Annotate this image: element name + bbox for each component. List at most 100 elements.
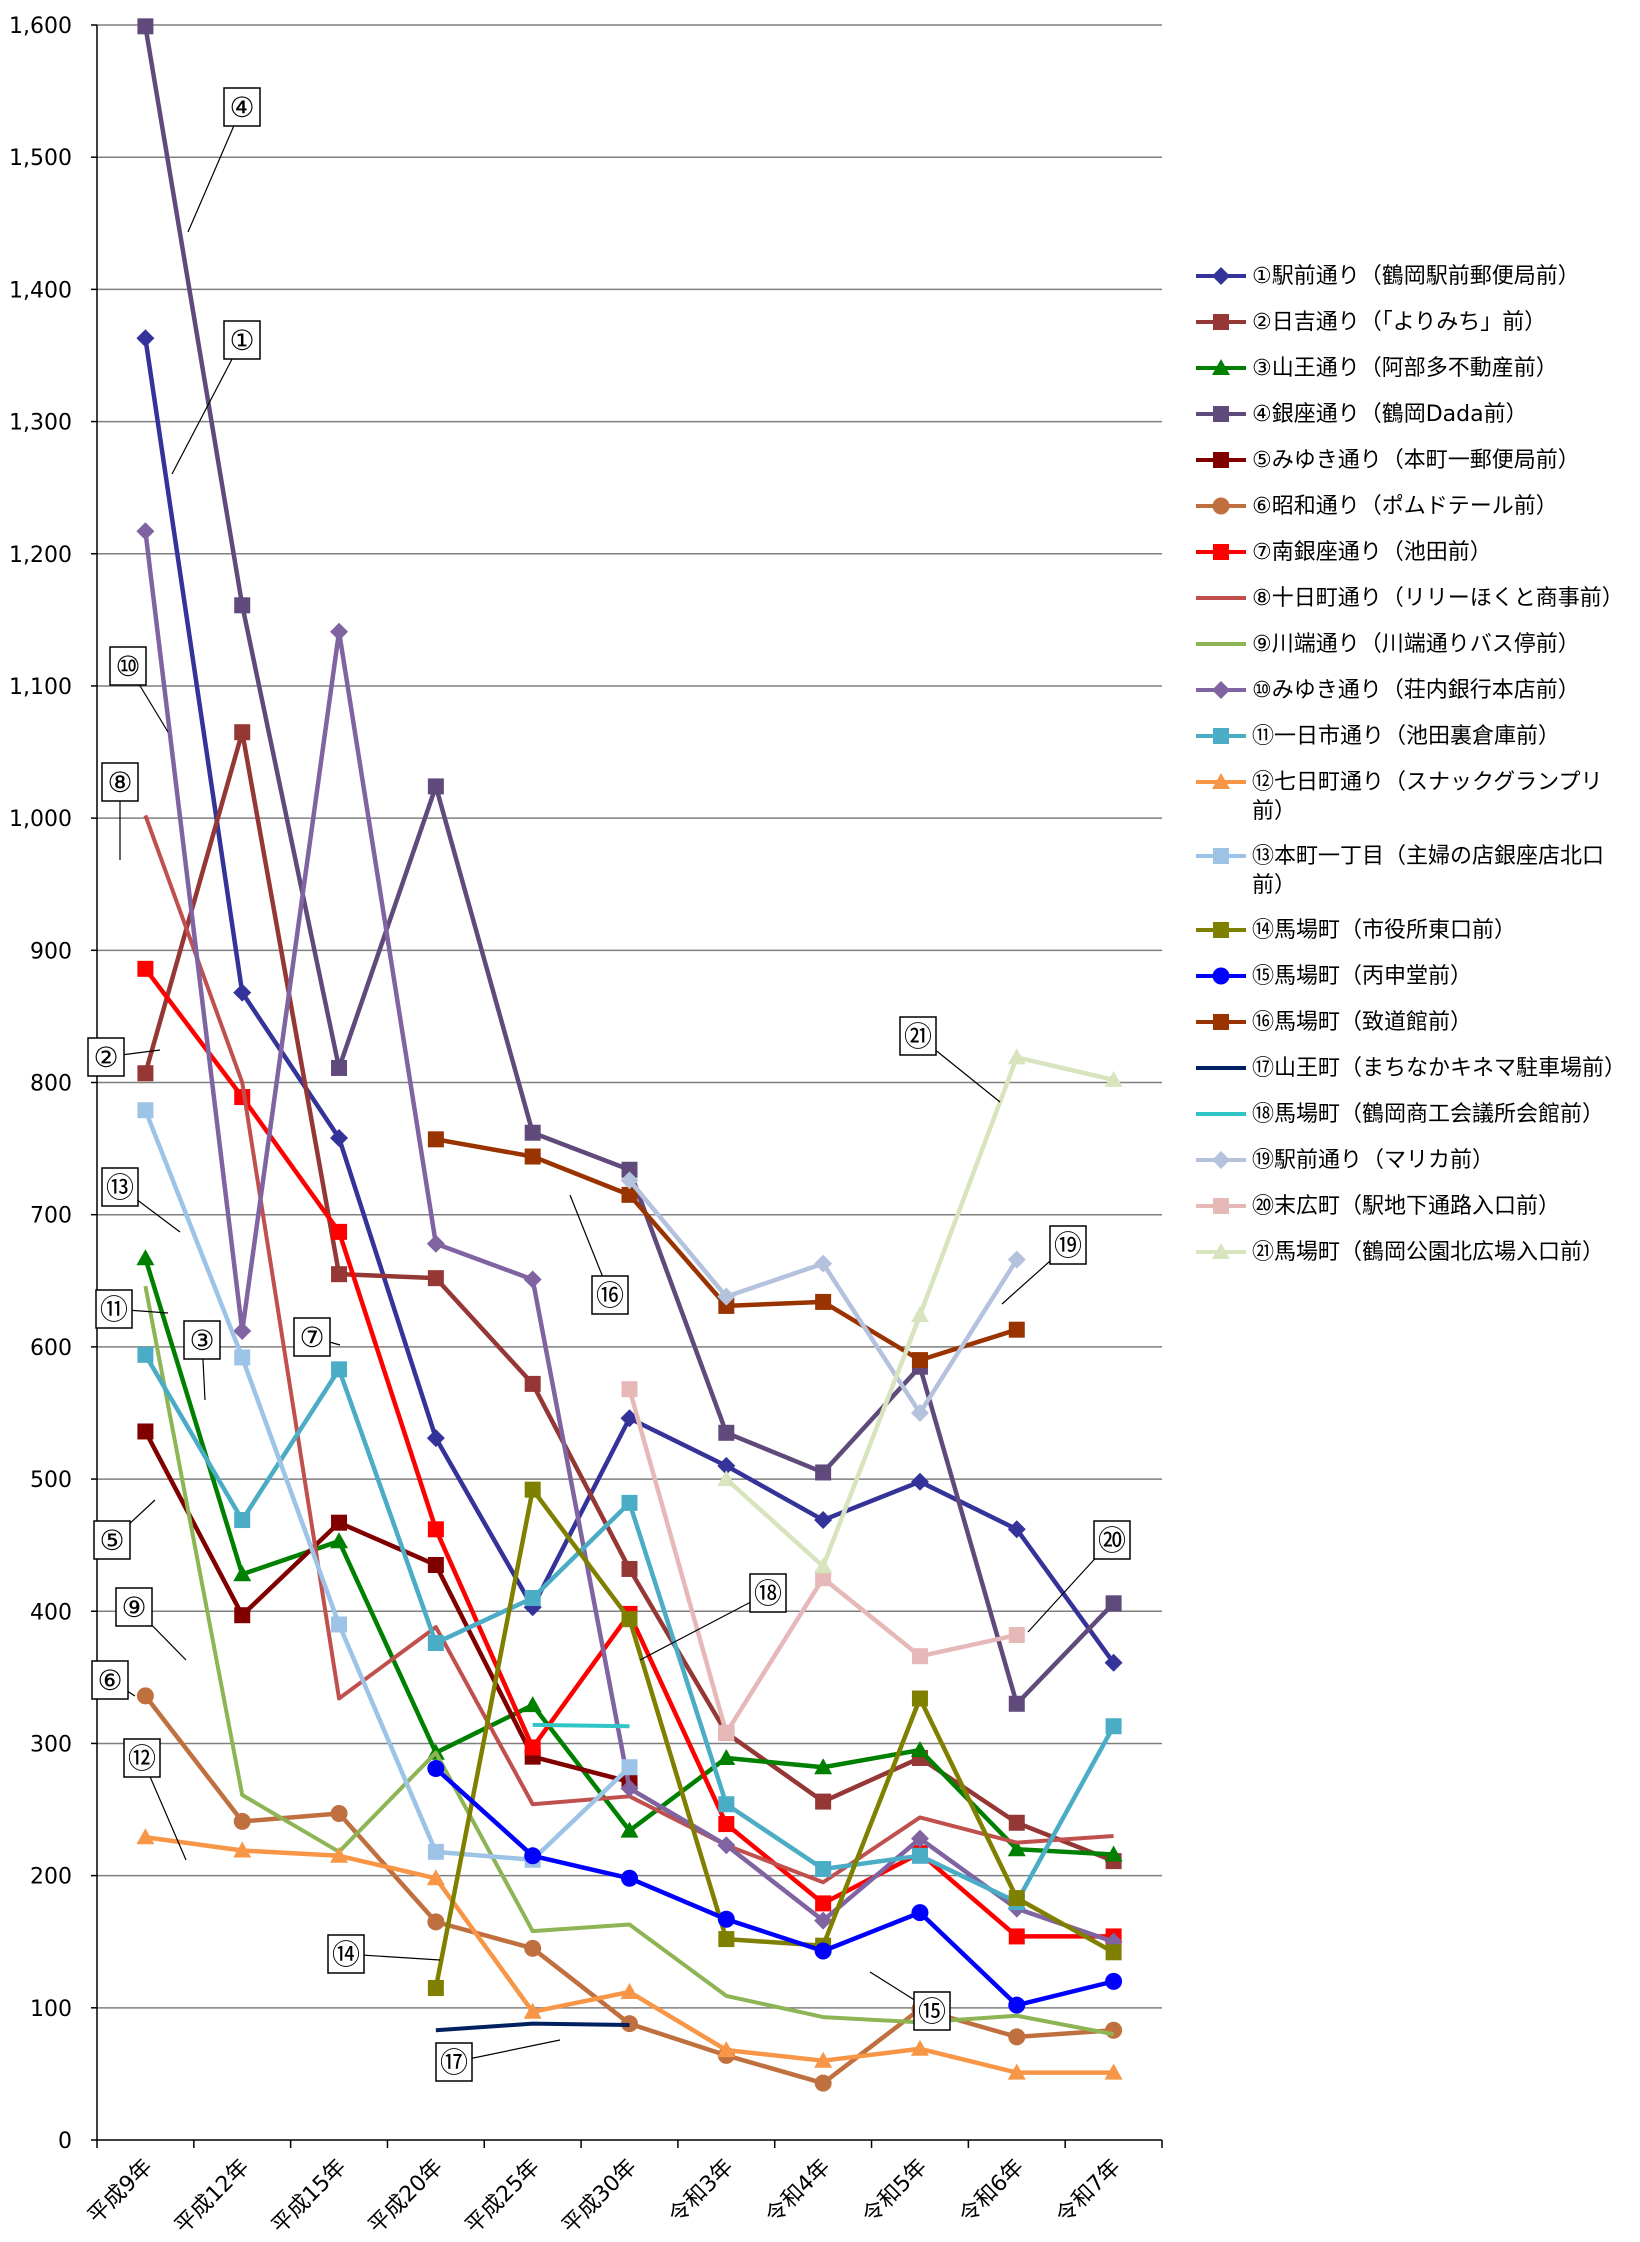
data-point bbox=[717, 1836, 736, 1855]
legend-label: ②日吉通り（「よりみち」前） bbox=[1252, 310, 1547, 335]
data-point bbox=[1008, 1996, 1026, 2014]
data-point bbox=[910, 2039, 929, 2056]
data-point bbox=[910, 1829, 929, 1848]
data-point bbox=[718, 1796, 735, 1813]
callout-text: ⑫ bbox=[128, 1742, 156, 1775]
data-point bbox=[330, 1129, 349, 1148]
legend-label: ⑯馬場町（致道館前） bbox=[1252, 1010, 1473, 1035]
data-point bbox=[136, 329, 155, 348]
legend-swatch bbox=[1196, 406, 1246, 422]
legend-swatch bbox=[1196, 773, 1246, 789]
legend-swatch bbox=[1196, 452, 1246, 468]
legend-marker bbox=[1213, 544, 1229, 560]
data-point bbox=[814, 1511, 833, 1530]
data-point bbox=[524, 1939, 542, 1957]
callout-text: ⑥ bbox=[97, 1664, 122, 1697]
legend-item: ⑨川端通り（川端通りバス停前） bbox=[1192, 630, 1632, 660]
data-point bbox=[137, 1423, 154, 1440]
data-point bbox=[718, 1724, 735, 1741]
callout-box bbox=[183, 1320, 221, 1360]
data-point bbox=[621, 1494, 638, 1511]
legend-label: ⑳末広町（駅地下通路入口前） bbox=[1252, 1194, 1561, 1219]
data-point bbox=[427, 1270, 444, 1287]
data-point bbox=[718, 1424, 735, 1441]
data-point bbox=[814, 1911, 833, 1930]
legend-swatch bbox=[1196, 359, 1246, 375]
data-point bbox=[330, 1846, 349, 1863]
series-19 bbox=[620, 1171, 1026, 1422]
data-point bbox=[331, 1514, 348, 1531]
legend-item: ⑳末広町（駅地下通路入口前） bbox=[1192, 1192, 1632, 1222]
data-point bbox=[1008, 1814, 1025, 1831]
series-14 bbox=[427, 1481, 1122, 1996]
legend-item: ⑧十日町通り（リリーほくと商事前） bbox=[1192, 584, 1632, 614]
data-point bbox=[1105, 2021, 1123, 2039]
callout-box bbox=[749, 1573, 787, 1613]
callout-text: ① bbox=[229, 324, 254, 357]
series-6 bbox=[136, 1687, 1123, 2092]
data-point bbox=[233, 1812, 251, 1830]
callout-text: ④ bbox=[229, 91, 254, 124]
data-point bbox=[427, 1979, 444, 1996]
data-point bbox=[524, 1847, 542, 1865]
data-point bbox=[1008, 1321, 1025, 1338]
legend-label: ⑥昭和通り（ポムドテール前） bbox=[1252, 494, 1558, 519]
data-point bbox=[621, 1381, 638, 1398]
data-point bbox=[523, 1696, 542, 1713]
gridlines bbox=[97, 24, 1162, 2009]
data-point bbox=[621, 1186, 638, 1203]
series-line bbox=[435, 1137, 1018, 1363]
y-tick-label: 700 bbox=[30, 1204, 72, 1229]
legend-swatch bbox=[1196, 1243, 1246, 1259]
x-tick-label: 平成25年 bbox=[461, 2155, 545, 2239]
legend-label: ⑱馬場町（鶴岡商工会議所会館前） bbox=[1252, 1102, 1605, 1127]
series-12 bbox=[136, 1828, 1123, 2080]
legend-label: ⑩みゆき通り（荘内銀行本店前） bbox=[1252, 678, 1580, 703]
legend-item: ⑱馬場町（鶴岡商工会議所会館前） bbox=[1192, 1100, 1632, 1130]
data-point bbox=[427, 778, 444, 795]
data-point bbox=[1105, 1972, 1123, 1990]
data-point bbox=[331, 1059, 348, 1076]
callout-20: ⑲ bbox=[1001, 1225, 1087, 1305]
legend-swatch bbox=[1196, 1151, 1246, 1169]
data-point bbox=[1007, 1048, 1026, 1065]
legend-swatch bbox=[1196, 497, 1246, 515]
data-point bbox=[524, 1590, 541, 1607]
x-tick-label: 令和5年 bbox=[858, 2155, 932, 2229]
data-point bbox=[815, 1793, 832, 1810]
legend-swatch bbox=[1196, 642, 1246, 646]
legend-swatch bbox=[1196, 544, 1246, 560]
x-tick-label: 令和7年 bbox=[1052, 2155, 1126, 2229]
data-point bbox=[1104, 1845, 1123, 1862]
legend-label: ⑪一日市通り（池田裏倉庫前） bbox=[1252, 724, 1561, 749]
data-point bbox=[814, 1254, 833, 1273]
data-point bbox=[717, 1456, 736, 1475]
callout-leader bbox=[171, 339, 243, 475]
data-point bbox=[234, 1349, 251, 1366]
callout-text: ⑯ bbox=[596, 1279, 624, 1312]
callout-leader bbox=[639, 1592, 769, 1661]
data-point bbox=[524, 1739, 541, 1756]
data-point bbox=[330, 1804, 348, 1822]
legend-swatch bbox=[1196, 1198, 1246, 1214]
data-point bbox=[620, 1171, 639, 1190]
legend-item: ④銀座通り（鶴岡Dada前） bbox=[1192, 400, 1632, 430]
series-5 bbox=[137, 1423, 638, 1790]
callout-21: ⑳ bbox=[1027, 1520, 1131, 1633]
data-point bbox=[524, 1148, 541, 1165]
series-13 bbox=[137, 1102, 638, 1868]
series-line bbox=[143, 1353, 1116, 1905]
data-point bbox=[1007, 1840, 1026, 1857]
callout-text: ③ bbox=[189, 1324, 214, 1357]
data-point bbox=[331, 1616, 348, 1633]
data-point bbox=[427, 1521, 444, 1538]
legend-marker bbox=[1213, 728, 1229, 744]
legend-item: ⑬本町一丁目（主婦の店銀座店北口前） bbox=[1192, 842, 1632, 900]
x-tick-label: 平成30年 bbox=[558, 2155, 642, 2239]
data-point bbox=[1008, 1627, 1025, 1644]
legend-marker bbox=[1212, 1151, 1230, 1169]
series-9 bbox=[143, 1285, 1114, 2037]
callout-box bbox=[115, 1587, 153, 1627]
data-point bbox=[234, 1607, 251, 1624]
callout-box bbox=[95, 1289, 133, 1329]
